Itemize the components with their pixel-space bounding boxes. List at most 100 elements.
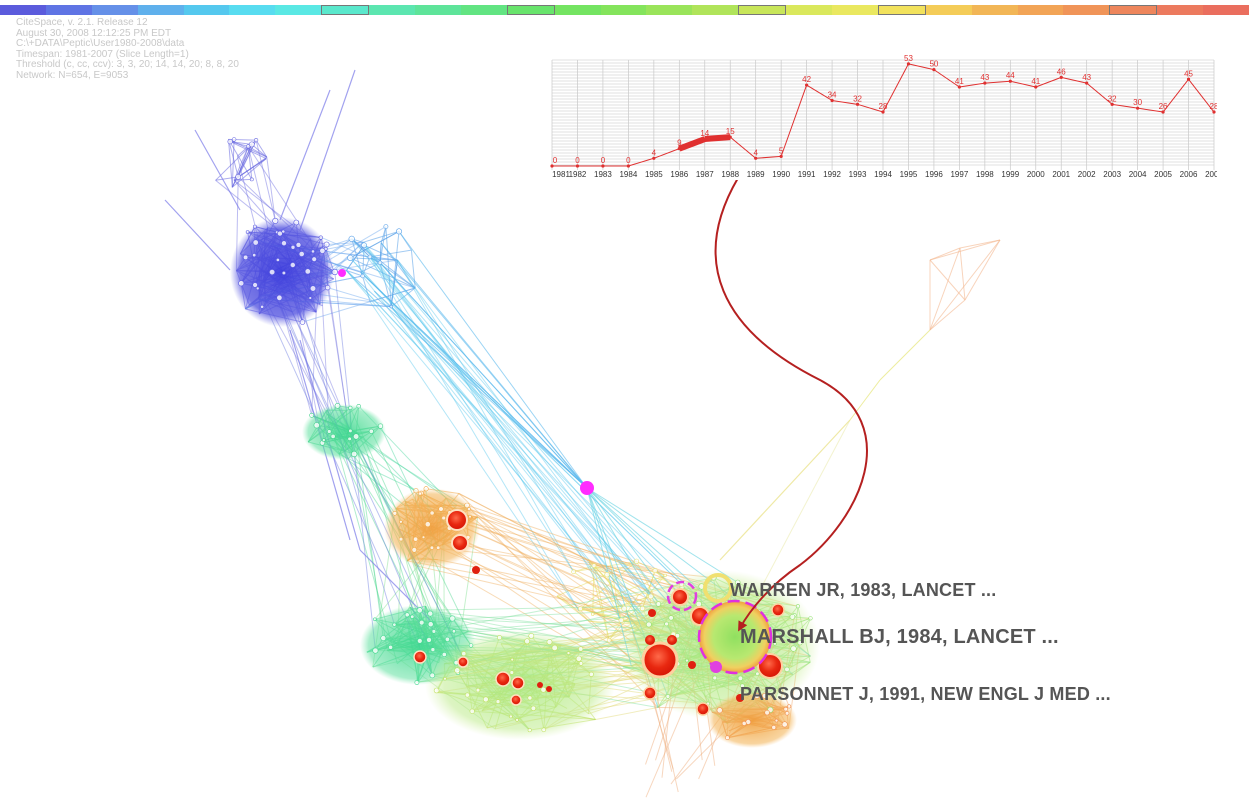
chart-point [906, 62, 911, 66]
chart-tick-label: 2005 [1154, 170, 1172, 179]
chart-point [1186, 77, 1191, 81]
node-centrality-hub[interactable] [580, 481, 594, 495]
chart-data-label: 32 [853, 94, 862, 103]
chart-data-label: 32 [1108, 94, 1117, 103]
chart-tick-label: 2001 [1052, 170, 1070, 179]
network-major-nodes [338, 269, 785, 716]
node-marshall[interactable] [697, 599, 773, 675]
timeline-slice [554, 5, 601, 15]
annotation-arrow [714, 177, 868, 632]
timeline-slice [415, 5, 461, 15]
node-cluster-orange-3[interactable] [472, 566, 480, 574]
node-centrality-blue[interactable] [338, 269, 346, 277]
chart-tick-label: 1988 [721, 170, 739, 179]
chart-point [677, 147, 681, 151]
chart-tick-label: 2002 [1078, 170, 1096, 179]
chart-data-label: 44 [1006, 71, 1015, 80]
chart-point [754, 156, 758, 160]
label-marshall[interactable]: MARSHALL BJ, 1984, LANCET ... [740, 626, 1059, 648]
chart-segment [729, 136, 757, 159]
chart-data-label: 4 [652, 148, 657, 157]
chart-segment [1010, 80, 1036, 88]
chart-point [1161, 110, 1165, 114]
node-east-12[interactable] [736, 694, 744, 702]
node-east-big[interactable] [641, 641, 679, 679]
chart-segment [704, 134, 731, 143]
chart-segment [832, 99, 858, 105]
chart-tick-label: 1994 [874, 170, 892, 179]
chart-point [1008, 79, 1012, 83]
chart-tick-label: 2007 [1205, 170, 1217, 179]
node-green-1[interactable] [413, 650, 427, 664]
timeline-slice [1157, 5, 1204, 15]
timeline-slice [1109, 5, 1158, 15]
info-line-version: CiteSpace, v. 2.1. Release 12 [16, 17, 148, 28]
chart-segment [653, 148, 680, 159]
timeline-slice [600, 5, 647, 15]
node-warren[interactable] [703, 573, 733, 603]
node-warren-ring[interactable] [666, 580, 698, 612]
timeline-slice [91, 5, 138, 15]
chart-tick-label: 1981 [552, 170, 570, 179]
node-central-1[interactable] [495, 671, 511, 687]
node-cluster-orange-2[interactable] [451, 534, 469, 552]
node-central-4[interactable] [537, 682, 543, 688]
chart-data-label: 4 [753, 148, 758, 157]
chart-point [1034, 85, 1038, 89]
node-cluster-orange-1[interactable] [446, 509, 468, 531]
chart-tick-label: 1989 [747, 170, 765, 179]
label-parsonnet[interactable]: PARSONNET J, 1991, NEW ENGL J MED ... [740, 684, 1111, 704]
node-central-2[interactable] [511, 676, 525, 690]
chart-data-label: 0 [575, 156, 580, 165]
node-east-9[interactable] [688, 661, 696, 669]
timeline-slice [738, 5, 787, 15]
chart-segment [678, 136, 706, 152]
chart-data-label: 42 [802, 75, 811, 84]
chart-data-label: 9 [677, 139, 682, 148]
node-marshall-center[interactable] [710, 661, 722, 673]
chart-point [1212, 110, 1216, 114]
chart-segment [1086, 82, 1113, 105]
chart-point [855, 102, 860, 106]
timeline-slice [832, 5, 878, 15]
chart-tick-label: 1987 [696, 170, 714, 179]
label-warren[interactable]: WARREN JR, 1983, LANCET ... [730, 580, 997, 600]
chart-data-label: 14 [700, 129, 709, 138]
chart-segment [806, 84, 833, 101]
node-green-2[interactable] [457, 656, 469, 668]
chart-point [728, 135, 732, 139]
node-east-7[interactable] [643, 686, 657, 700]
timeline-slice [925, 5, 972, 15]
node-east-6[interactable] [648, 609, 656, 617]
timeline-slice [460, 5, 507, 15]
chart-segment [908, 63, 935, 71]
timeline-slice [369, 5, 416, 15]
node-east-4[interactable] [645, 635, 655, 645]
timeline-slice [183, 5, 230, 15]
cluster-green-north [302, 404, 386, 460]
node-east-8[interactable] [696, 702, 710, 716]
chart-data-label: 30 [1133, 98, 1142, 107]
chart-tick-label: 1991 [798, 170, 816, 179]
node-east-2[interactable] [671, 588, 689, 606]
timeline-slice [45, 5, 92, 15]
chart-segment [1188, 78, 1215, 113]
chart-point [805, 83, 809, 87]
node-east-5[interactable] [667, 635, 677, 645]
cluster-orange-south [707, 692, 797, 748]
chart-segment [984, 80, 1011, 84]
timeline-slice [137, 5, 184, 15]
info-line-threshold: Threshold (c, cc, ccv): 3, 3, 20; 14, 14… [16, 59, 239, 70]
chart-data-label: 41 [1031, 77, 1040, 86]
node-central-5[interactable] [546, 686, 552, 692]
network-minor-nodes [227, 137, 813, 741]
node-central-3[interactable] [510, 694, 522, 706]
timeline-slice [1203, 5, 1249, 15]
citation-history-chart[interactable]: 0 1981 0 1982 0 1983 0 1984 4 1985 9 1986 14 1987 15 19… [549, 54, 1217, 180]
chart-point [550, 164, 554, 168]
node-east-11[interactable] [771, 603, 785, 617]
info-line-path: C:\+DATA\Peptic\User1980-2008\data [16, 38, 185, 49]
timeline-slice [971, 5, 1018, 15]
chart-data-label: 46 [1057, 67, 1066, 76]
